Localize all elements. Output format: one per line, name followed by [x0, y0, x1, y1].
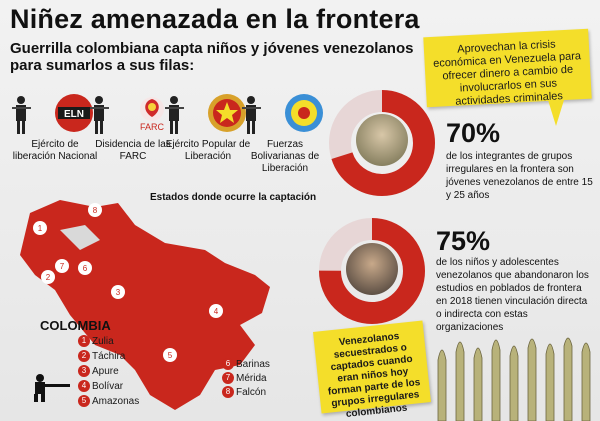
state-list-left: 1 Zulia 2 Táchira 3 Apure 4 Bolívar 5 Amazona… — [78, 334, 139, 409]
map-marker-4: 4 — [214, 307, 219, 316]
state-item: 1 Zulia — [78, 334, 139, 349]
state-item: 2 Táchira — [78, 349, 139, 364]
group-eln: ELN Ejército de liberación Nacional — [10, 93, 100, 163]
state-item: 8 Falcón — [222, 386, 270, 400]
epl-star-emblem-icon — [208, 94, 246, 132]
gunman-icon — [34, 374, 70, 402]
boy-photo — [356, 114, 408, 166]
stat-percent: 75% — [436, 226, 491, 256]
map-marker-5: 5 — [168, 351, 173, 360]
group-label: Ejército Popular de Liberación — [165, 139, 251, 162]
callout-top-text: Aprovechan la crisis económica en Venezu… — [432, 38, 582, 108]
group-epl: Ejército Popular de Liberación — [163, 93, 253, 163]
country-label: COLOMBIA — [40, 318, 111, 333]
ring-arc-75 — [319, 218, 425, 324]
map-marker-7: 7 — [60, 262, 65, 271]
boy-photo — [346, 243, 398, 295]
callout-arrow — [548, 100, 564, 126]
map-marker-1: 1 — [38, 224, 43, 233]
callout-bottom-text: Venezolanos secuestrados o captados cuan… — [327, 331, 421, 420]
stat-text: de los niños y adolescentes venezolanos … — [436, 257, 589, 333]
soldier-icon — [242, 96, 261, 134]
state-item: 5 Amazonas — [78, 394, 139, 409]
group-fbl: Fuerzas Bolivarianas de Liberación — [240, 93, 330, 175]
stat-percent: 70% — [446, 118, 501, 148]
group-label: Disidencia de las FARC — [95, 139, 171, 162]
lake-maracaibo — [60, 225, 100, 250]
group-farc: FARC Disidencia de las FARC — [88, 93, 178, 163]
callout-top: Aprovechan la crisis económica en Venezu… — [423, 28, 592, 108]
map-caption: Estados donde ocurre la captación — [150, 192, 317, 203]
eln-emblem-icon: ELN — [55, 94, 93, 132]
ring-arc-70 — [329, 90, 435, 196]
stat-text: de los integrantes de grupos irregulares… — [446, 151, 593, 201]
soldier-icon — [165, 96, 184, 134]
soldier-icon — [90, 96, 109, 134]
page-title: Niñez amenazada en la frontera — [10, 4, 420, 34]
eln-emblem-text: ELN — [64, 109, 84, 120]
state-list-right: 6 Barinas 7 Mérida 8 Falcón — [222, 358, 270, 400]
map-shape — [20, 200, 270, 410]
venezuela-map: 8 1 7 2 6 3 4 5 — [20, 200, 270, 410]
soldier-icon — [12, 96, 31, 134]
ring-chart-70 — [329, 90, 435, 196]
group-label: Fuerzas Bolivarianas de Liberación — [250, 139, 320, 174]
state-item: 4 Bolívar — [78, 379, 139, 394]
farc-emblem-text: FARC — [140, 122, 165, 132]
fbl-emblem-icon — [285, 94, 323, 132]
map-marker-8: 8 — [93, 206, 98, 215]
page-subtitle: Guerrilla colombiana capta niños y jóven… — [10, 40, 414, 74]
map-marker-2: 2 — [46, 273, 51, 282]
callout-bottom: Venezolanos secuestrados o captados cuan… — [313, 320, 431, 420]
state-item: 6 Barinas — [222, 358, 270, 372]
group-label: Ejército de liberación Nacional — [12, 139, 98, 162]
farc-rose-icon: FARC — [140, 97, 165, 132]
map-marker-6: 6 — [83, 264, 88, 273]
state-item: 3 Apure — [78, 364, 139, 379]
map-marker-3: 3 — [116, 288, 121, 297]
bullets-icon — [437, 337, 591, 421]
ring-chart-75 — [319, 218, 425, 324]
state-item: 7 Mérida — [222, 372, 270, 386]
